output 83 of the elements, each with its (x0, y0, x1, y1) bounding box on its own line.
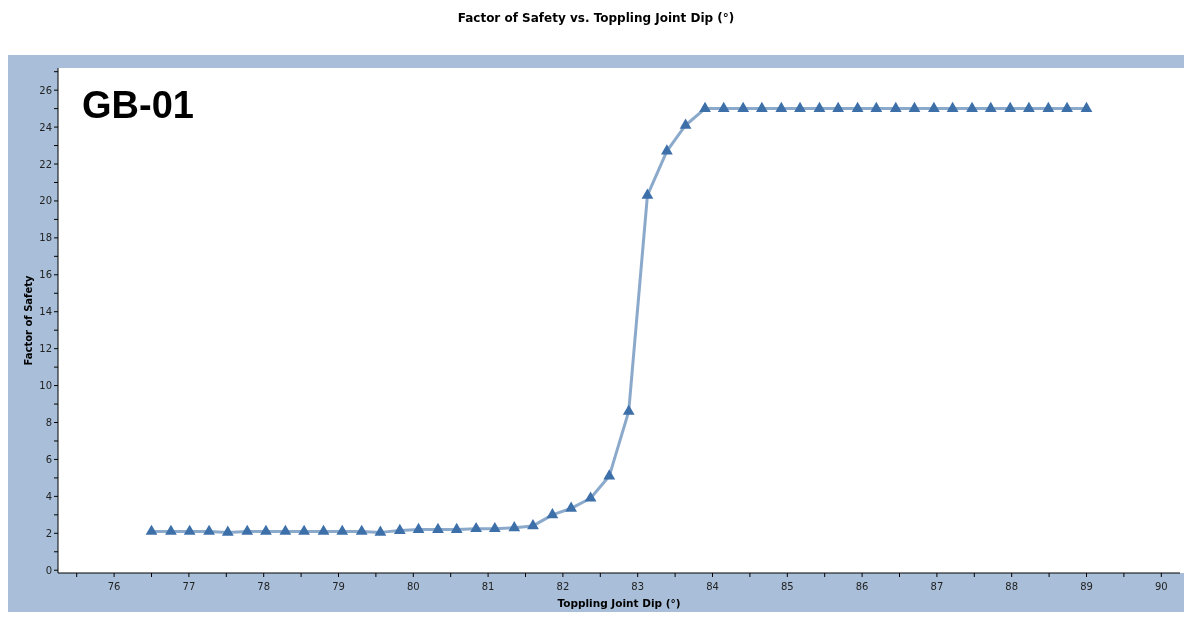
point (412, 522, 425, 534)
x-tick-label: 82 (556, 581, 570, 592)
point (488, 521, 501, 533)
point (145, 524, 158, 535)
point (393, 523, 406, 534)
point (1042, 101, 1055, 113)
y-tick-label: 12 (39, 343, 52, 355)
point (450, 522, 463, 534)
point (775, 101, 788, 113)
y-tick-label: 16 (39, 269, 52, 281)
x-tick-label: 76 (107, 581, 121, 592)
point (679, 118, 692, 129)
x-tick-label: 89 (1080, 581, 1093, 592)
point (699, 101, 711, 113)
point (660, 144, 673, 155)
x-tick-label: 87 (930, 581, 944, 592)
y-tick-label: 20 (39, 195, 52, 207)
point (889, 101, 902, 113)
y-axis-title: Factor of Safety (23, 274, 34, 366)
y-tick-label: 22 (39, 158, 52, 170)
y-tick-label: 0 (45, 564, 52, 576)
y-tick-label: 26 (39, 84, 52, 96)
x-tick-label: 88 (1005, 581, 1019, 592)
point (565, 501, 578, 512)
point (260, 524, 272, 535)
point (279, 524, 292, 535)
y-tick-label: 14 (39, 306, 52, 318)
point (908, 101, 921, 113)
y-tick-label: 18 (39, 232, 52, 244)
point (241, 524, 254, 535)
x-tick-label: 78 (257, 581, 271, 592)
point (1061, 101, 1073, 113)
x-tick-label: 81 (481, 581, 495, 592)
annotation: GB-01 (82, 84, 194, 126)
y-tick-label: 2 (45, 527, 52, 539)
x-tick-label: 80 (406, 581, 420, 592)
x-tick-label: 85 (780, 581, 794, 592)
point (221, 525, 234, 536)
point (1004, 101, 1017, 113)
point (203, 524, 215, 535)
point (984, 101, 997, 113)
chart-title: Factor of Safety vs. Toppling Joint Dip (°) (457, 11, 735, 25)
point (641, 188, 654, 199)
x-axis-title: Toppling Joint Dip (°) (557, 597, 681, 609)
point (851, 101, 864, 113)
point (317, 524, 330, 535)
y-tick-label: 24 (39, 121, 52, 133)
x-tick-label: 84 (706, 581, 719, 592)
point (928, 101, 940, 113)
x-tick-label: 86 (855, 581, 869, 592)
point (755, 101, 768, 113)
point (794, 101, 806, 113)
point (966, 101, 978, 113)
point (298, 524, 310, 535)
y-tick-label: 10 (39, 380, 52, 392)
point (165, 524, 177, 535)
point (1023, 101, 1035, 113)
x-tick-label: 90 (1154, 581, 1168, 592)
x-tick-label: 83 (631, 581, 645, 592)
point (355, 524, 368, 535)
point (737, 101, 750, 113)
point (374, 525, 387, 536)
point (622, 404, 635, 415)
point (832, 101, 845, 113)
x-tick-label: 79 (332, 581, 345, 592)
x-tick-label: 77 (182, 581, 196, 592)
y-tick-label: 6 (45, 453, 52, 465)
point (1080, 101, 1093, 113)
point (183, 524, 196, 535)
y-tick-label: 4 (45, 490, 52, 502)
point (717, 101, 730, 113)
point (870, 101, 883, 113)
point (432, 522, 444, 534)
point (584, 491, 597, 502)
y-tick-label: 8 (45, 417, 52, 429)
point (508, 520, 521, 532)
point (813, 101, 826, 113)
point (946, 101, 959, 113)
point (336, 524, 349, 535)
point (603, 469, 616, 480)
point (527, 519, 539, 530)
point (546, 508, 559, 519)
point (470, 521, 483, 533)
